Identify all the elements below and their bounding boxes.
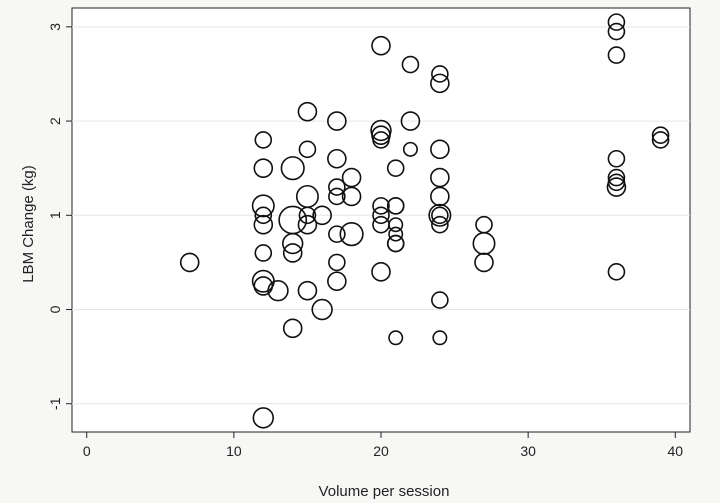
x-tick-label: 0 — [83, 443, 91, 459]
data-point — [388, 226, 404, 242]
data-point — [327, 148, 347, 169]
data-point — [282, 243, 303, 263]
data-point — [607, 263, 626, 281]
data-point — [402, 141, 418, 157]
data-point — [328, 178, 346, 196]
data-point — [179, 252, 200, 273]
data-point — [280, 156, 305, 181]
data-point — [401, 55, 420, 74]
data-point — [341, 186, 362, 207]
x-tick-label: 40 — [667, 443, 683, 459]
data-point — [328, 253, 346, 272]
data-point — [254, 244, 273, 262]
data-point — [298, 206, 317, 225]
data-point — [430, 139, 450, 160]
data-point — [372, 197, 390, 215]
data-point — [254, 131, 273, 149]
data-point — [430, 73, 450, 94]
data-point — [430, 186, 450, 207]
data-point — [607, 168, 626, 187]
data-point — [607, 13, 626, 31]
y-tick-label: 3 — [47, 23, 63, 31]
data-point — [327, 111, 347, 131]
data-point — [430, 167, 450, 188]
data-point — [431, 291, 449, 309]
data-point — [388, 330, 404, 346]
y-tick-label: 2 — [47, 117, 63, 125]
data-point — [431, 206, 449, 225]
data-point — [388, 217, 404, 233]
grid-lines — [72, 26, 690, 405]
x-tick-label: 20 — [373, 443, 389, 459]
data-point — [371, 125, 391, 145]
data-point — [297, 214, 318, 235]
data-point — [370, 119, 392, 142]
data-points — [179, 13, 670, 429]
data-point — [282, 232, 304, 255]
data-point — [282, 318, 303, 339]
data-point — [386, 234, 405, 253]
data-point — [606, 177, 627, 197]
data-point — [428, 203, 452, 227]
data-point — [328, 225, 346, 243]
data-point — [341, 167, 362, 188]
data-point — [607, 22, 626, 41]
data-point — [431, 215, 449, 234]
data-point — [328, 187, 346, 206]
data-point — [607, 149, 626, 168]
data-point — [386, 197, 405, 215]
data-point — [386, 159, 405, 177]
data-point — [472, 232, 496, 256]
data-point — [651, 131, 670, 149]
y-axis-label: LBM Change (kg) — [20, 165, 37, 283]
data-point — [327, 271, 347, 292]
x-tick-label: 10 — [226, 443, 242, 459]
data-point — [474, 252, 494, 273]
data-point — [252, 407, 274, 429]
data-point — [297, 280, 318, 301]
data-point — [297, 101, 318, 122]
y-tick-label: -1 — [47, 397, 63, 410]
data-point — [254, 206, 273, 225]
data-point — [251, 194, 275, 218]
data-point — [372, 131, 390, 149]
data-point — [371, 35, 391, 56]
data-point — [371, 262, 391, 282]
data-point — [311, 298, 333, 321]
data-point — [298, 140, 317, 159]
data-point — [607, 46, 626, 64]
x-axis-label: Volume per session — [319, 483, 450, 500]
data-point — [431, 65, 449, 83]
data-point — [400, 111, 421, 131]
x-tick-label: 30 — [520, 443, 536, 459]
data-point — [253, 276, 274, 296]
data-point — [253, 158, 274, 178]
data-point — [253, 214, 274, 235]
data-point — [372, 206, 390, 225]
data-point — [312, 205, 332, 226]
data-point — [432, 330, 448, 346]
y-tick-label: 1 — [47, 211, 63, 219]
data-point — [651, 126, 670, 144]
data-point — [267, 279, 289, 302]
data-point — [339, 222, 364, 247]
y-tick-label: 0 — [47, 305, 63, 313]
plot-area — [71, 7, 691, 433]
